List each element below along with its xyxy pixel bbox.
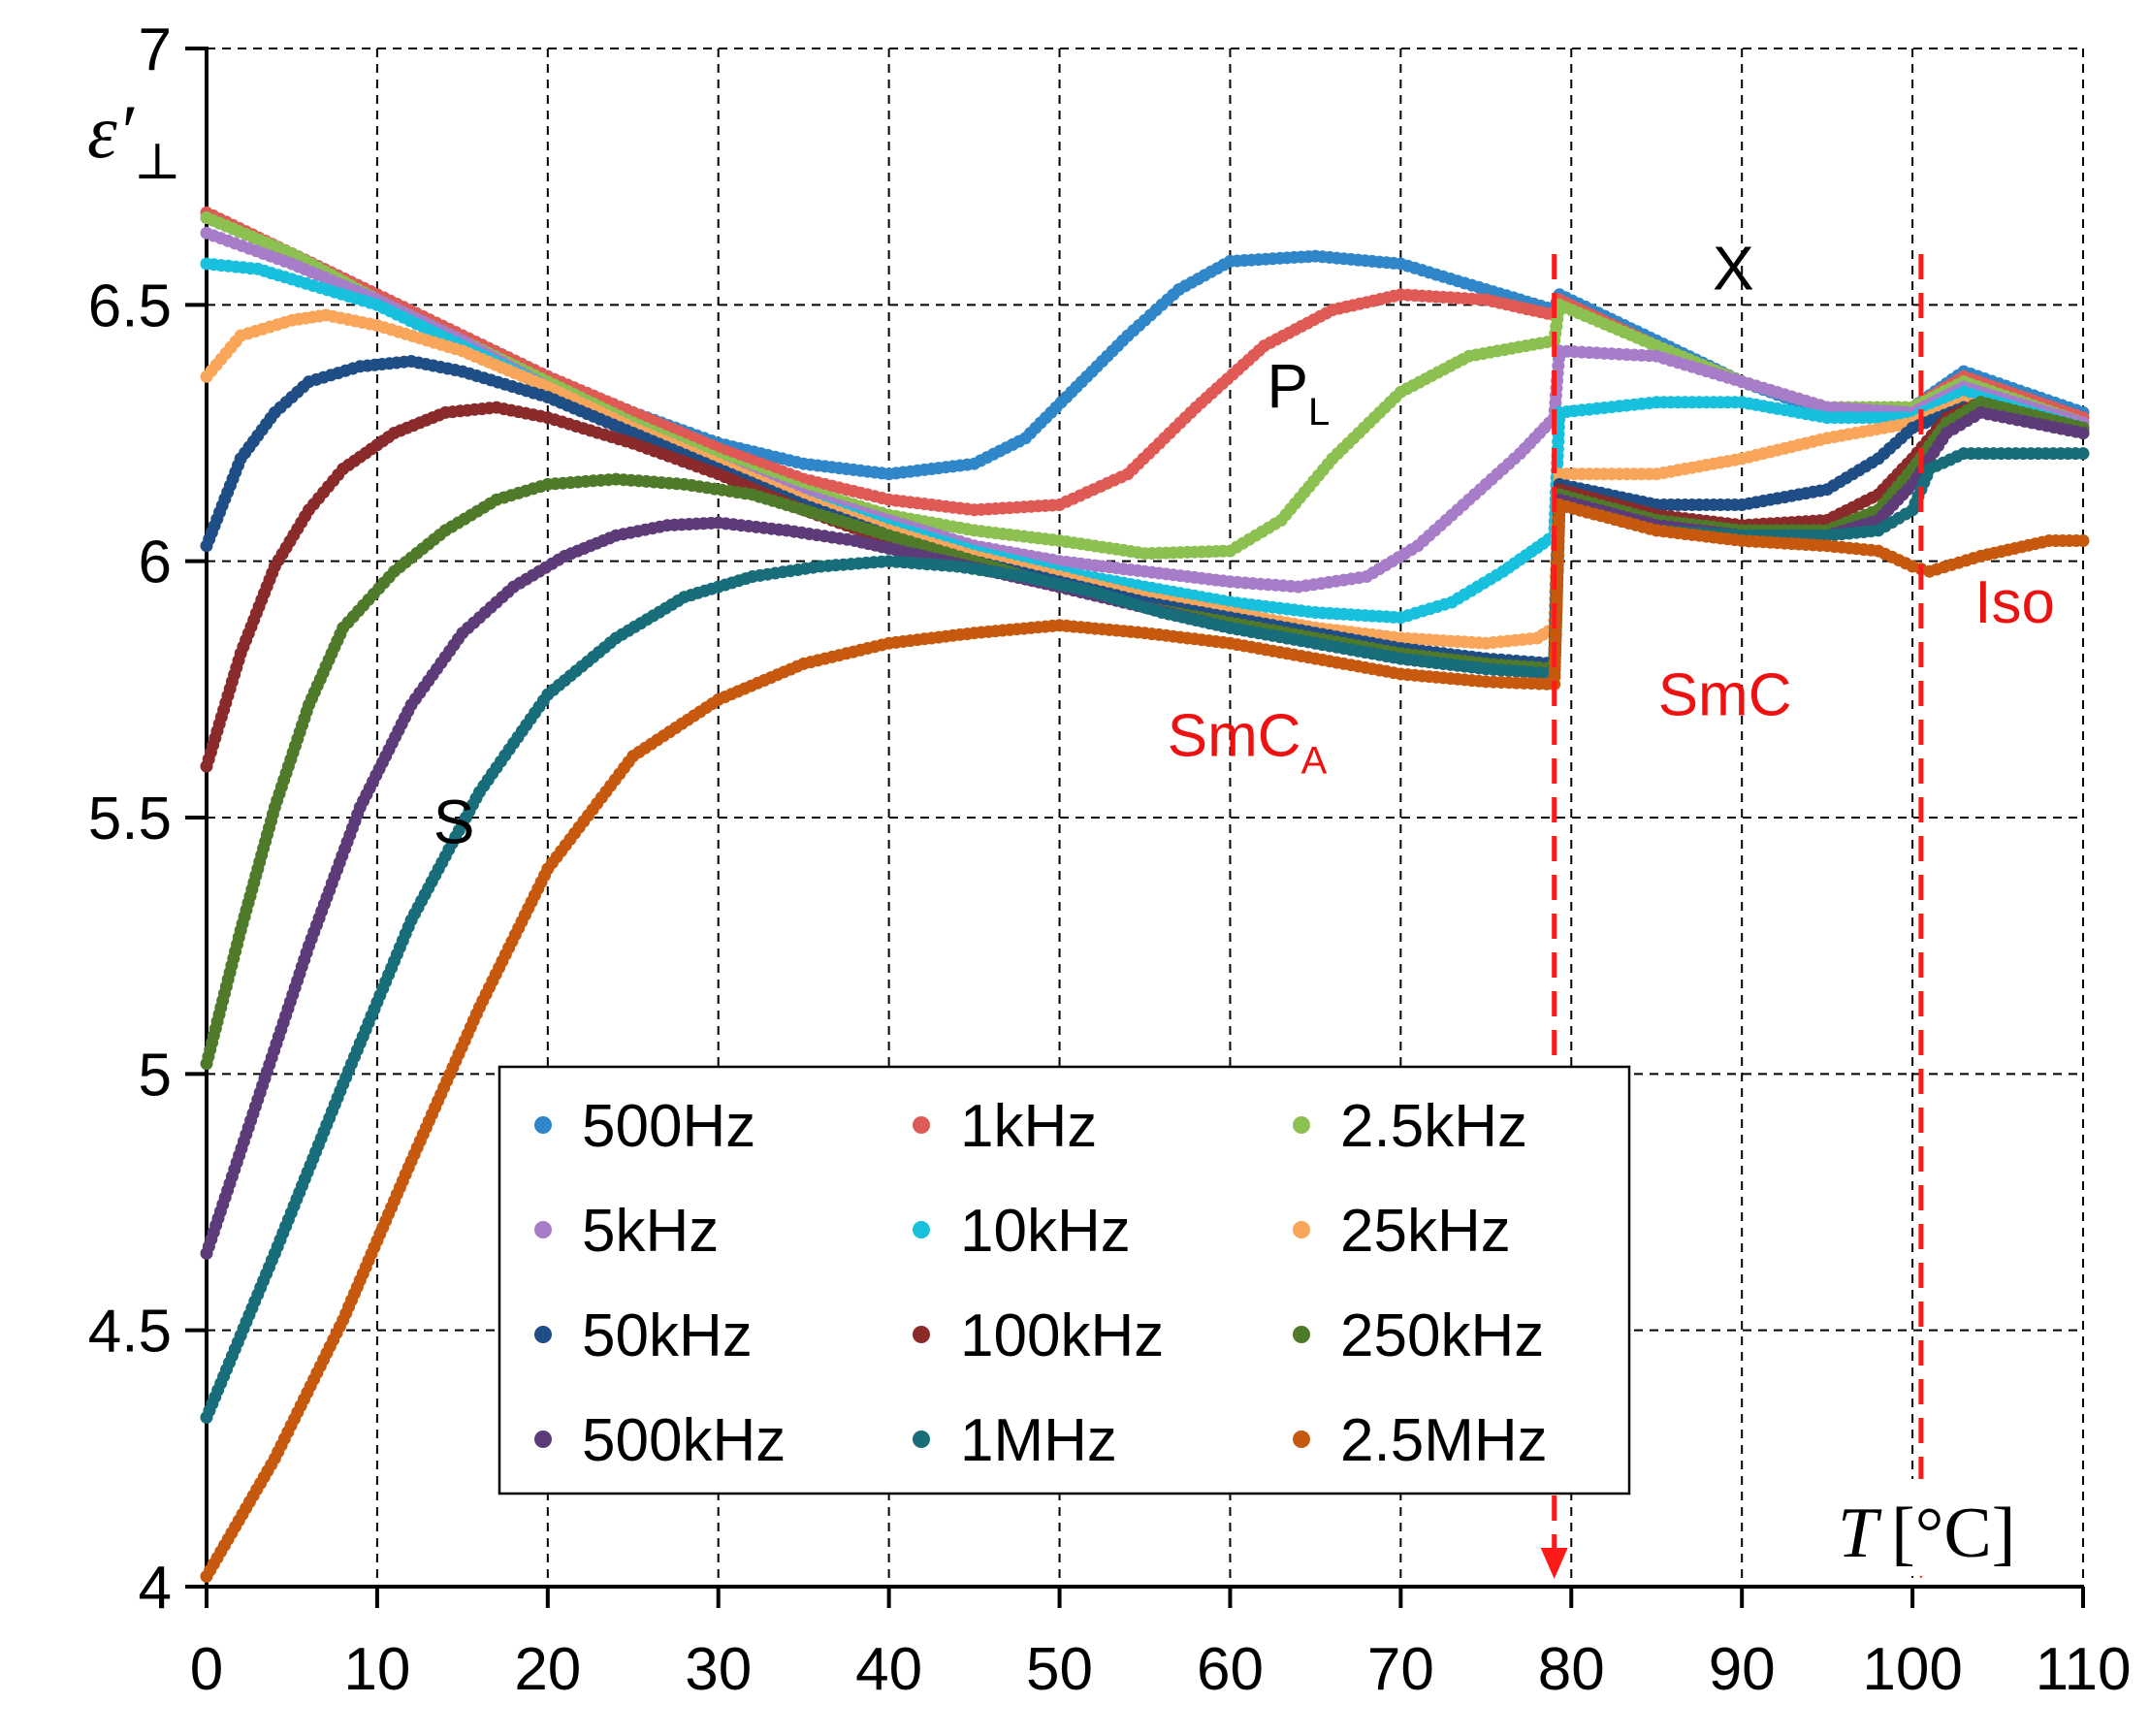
legend-label: 1MHz (960, 1407, 1117, 1474)
legend-label: 25kHz (1340, 1198, 1511, 1265)
annotation-text: SmC (1658, 661, 1792, 728)
legend-label: 250kHz (1340, 1302, 1544, 1369)
legend-marker (1293, 1221, 1310, 1238)
legend-marker (1293, 1116, 1310, 1134)
legend-item-5kHz: 5kHz (534, 1198, 719, 1265)
x-tick-label: 90 (1709, 1636, 1776, 1703)
x-tick-label: 0 (190, 1636, 223, 1703)
legend-marker (534, 1431, 552, 1448)
legend-label: 500Hz (582, 1093, 755, 1160)
annotation-text: Iso (1974, 569, 2055, 636)
x-axis-label-bg (1809, 1479, 2080, 1576)
y-tick-label: 7 (139, 16, 172, 83)
legend-item-500Hz: 500Hz (534, 1093, 755, 1160)
x-axis-label: T [°C] (1838, 1494, 2015, 1573)
transition-arrow (1540, 1548, 1568, 1579)
legend-marker (534, 1116, 552, 1134)
data-point (2076, 447, 2090, 461)
legend-label: 50kHz (582, 1302, 753, 1369)
legend-item-25kHz: 25kHz (1293, 1198, 1511, 1265)
legend-box (497, 1065, 1631, 1495)
legend-item-1kHz: 1kHz (913, 1093, 1097, 1160)
x-tick-label: 30 (685, 1636, 752, 1703)
annotation-text: S (433, 787, 475, 856)
x-tick-label: 50 (1026, 1636, 1093, 1703)
legend-item-500kHz: 500kHz (534, 1407, 786, 1474)
legend-label: 2.5MHz (1340, 1407, 1548, 1474)
annotation-Iso: Iso (1974, 569, 2055, 636)
data-series (200, 206, 2090, 1583)
y-axis-label-sub: ⊥ (134, 135, 181, 190)
legend-item-100kHz: 100kHz (913, 1302, 1164, 1369)
annotation-SmC: SmC (1658, 661, 1792, 728)
data-point (2076, 427, 2090, 439)
annotation-subscript: L (1308, 391, 1330, 434)
x-tick-label: 80 (1538, 1636, 1605, 1703)
legend-item-1MHz: 1MHz (913, 1407, 1117, 1474)
legend-marker (913, 1431, 930, 1448)
legend-marker (913, 1116, 930, 1134)
x-tick-label: 20 (514, 1636, 581, 1703)
legend-marker (913, 1326, 930, 1343)
legend-label: 5kHz (582, 1198, 719, 1265)
legend-marker (913, 1221, 930, 1238)
legend-item-50kHz: 50kHz (534, 1302, 753, 1369)
legend-marker (534, 1326, 552, 1343)
y-tick-label: 4 (139, 1555, 172, 1622)
x-tick-label: 110 (2036, 1636, 2132, 1703)
y-tick-label: 6 (139, 530, 172, 596)
annotation-SmCA: SmCA (1168, 703, 1328, 783)
annotation-PL: PL (1267, 351, 1330, 434)
x-tick-label: 10 (343, 1636, 410, 1703)
x-axis-label-var: T (1838, 1494, 1882, 1573)
legend-marker (534, 1221, 552, 1238)
x-tick-label: 60 (1197, 1636, 1264, 1703)
legend-label: 100kHz (960, 1302, 1164, 1369)
legend-marker (1293, 1431, 1310, 1448)
legend-item-10kHz: 10kHz (913, 1198, 1131, 1265)
annotation-text: X (1713, 233, 1754, 303)
legend-item-250kHz: 250kHz (1293, 1302, 1544, 1369)
x-axis-label-unit: [°C] (1891, 1494, 2015, 1573)
annotation-S: S (433, 787, 475, 856)
annotation-text: SmC (1168, 703, 1301, 770)
legend-label: 1kHz (960, 1093, 1097, 1160)
legend-label: 500kHz (582, 1407, 786, 1474)
legend-item-2.5MHz: 2.5MHz (1293, 1407, 1548, 1474)
y-tick-label: 5.5 (88, 786, 172, 852)
data-point (2076, 534, 2090, 548)
series-2.5MHz (200, 498, 2090, 1583)
y-tick-label: 5 (139, 1042, 172, 1109)
x-tick-label: 100 (1862, 1636, 1962, 1703)
legend-item-2.5kHz: 2.5kHz (1293, 1093, 1527, 1160)
annotation-subscript: A (1301, 740, 1328, 783)
y-tick-label: 6.5 (88, 273, 172, 339)
series-1MHz (200, 447, 2090, 1424)
annotation-X: X (1713, 233, 1754, 303)
y-axis-label: ε′⊥ (87, 89, 181, 190)
x-tick-label: 70 (1367, 1636, 1434, 1703)
legend-label: 2.5kHz (1340, 1093, 1527, 1160)
x-tick-label: 40 (855, 1636, 922, 1703)
legend-marker (1293, 1326, 1310, 1343)
axes (185, 47, 2085, 1608)
annotation-text: P (1267, 351, 1308, 421)
legend-label: 10kHz (960, 1198, 1131, 1265)
y-axis-label-main: ε′ (87, 89, 136, 174)
tick-labels: 44.555.566.570 10 20 30 40 50 60 70 80 90 100 110 (88, 16, 2132, 1703)
y-tick-label: 4.5 (88, 1299, 172, 1366)
legend: 500Hz 1kHz 2.5kHz 5kHz 10kHz 25kHz 50kHz 100kHz… (497, 1065, 1631, 1495)
